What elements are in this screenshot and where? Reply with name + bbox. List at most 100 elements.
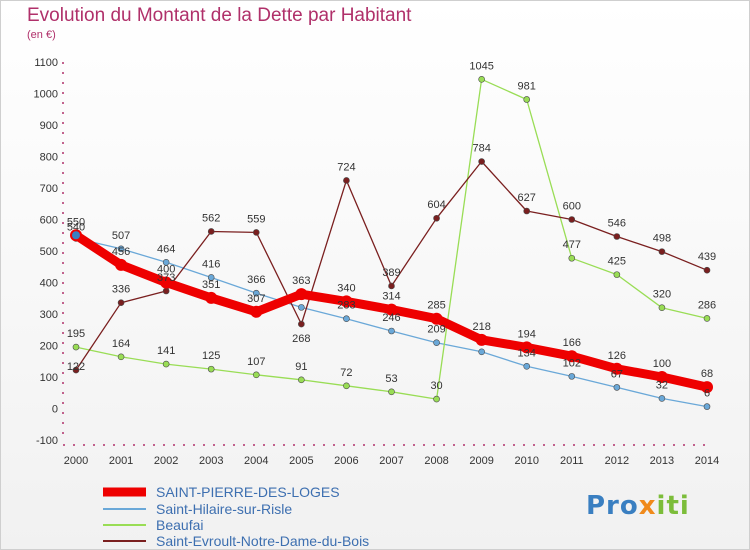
data-label: 477	[563, 239, 581, 251]
data-point	[565, 350, 578, 363]
data-point	[478, 76, 485, 83]
data-point	[568, 373, 576, 380]
data-point	[115, 258, 128, 271]
chart-title: Evolution du Montant de la Dette par Hab…	[27, 5, 412, 26]
data-label: 209	[427, 324, 445, 336]
data-label: 366	[247, 274, 265, 286]
data-point	[433, 339, 440, 346]
data-label: 540	[67, 221, 85, 233]
data-point	[475, 333, 488, 346]
x-tick-label: 2004	[244, 455, 268, 467]
data-point	[298, 376, 305, 384]
data-point	[252, 371, 260, 379]
y-tick-label: 800	[40, 152, 58, 164]
data-point	[613, 271, 621, 278]
series-saint-pierre-des-loges	[70, 229, 713, 394]
data-label: 425	[608, 256, 626, 268]
data-label: 981	[518, 80, 536, 92]
data-point	[658, 395, 666, 402]
y-tick-label: -100	[36, 435, 58, 447]
data-point	[701, 381, 713, 394]
data-label: 67	[611, 368, 623, 380]
y-tick-label: 600	[40, 215, 58, 227]
x-tick-label: 2010	[514, 455, 538, 467]
data-point	[523, 207, 531, 215]
y-tick-label: 300	[40, 309, 58, 321]
data-label: 68	[701, 368, 713, 380]
data-label: 1045	[469, 60, 493, 72]
x-tick-label: 2007	[379, 455, 403, 467]
legend-label: Beaufai	[156, 517, 203, 533]
x-tick-label: 2006	[334, 455, 358, 467]
data-label: 6	[704, 388, 710, 400]
data-label: 320	[653, 289, 671, 301]
data-label: 351	[202, 279, 220, 291]
x-tick-label: 2003	[199, 455, 223, 467]
data-label: 559	[247, 213, 265, 225]
data-point	[478, 348, 485, 356]
data-label: 336	[112, 284, 130, 296]
x-tick-label: 2013	[650, 455, 674, 467]
data-label: 363	[292, 275, 310, 287]
data-label: 464	[157, 243, 175, 255]
data-point	[388, 388, 395, 396]
data-label: 314	[382, 291, 400, 303]
data-point	[117, 245, 125, 253]
data-point	[162, 259, 170, 266]
chart-axes: -100 0 100 200 300 400 500 600 700 800 900 1000 1100…	[34, 57, 720, 467]
data-point	[343, 382, 350, 390]
data-point	[388, 327, 395, 335]
data-point	[523, 362, 531, 370]
data-point	[658, 248, 666, 255]
data-point-highlight	[72, 231, 80, 240]
data-label: 546	[608, 218, 626, 230]
data-label: 285	[427, 300, 445, 312]
y-tick-label: 700	[40, 183, 58, 195]
data-label: 562	[202, 212, 220, 224]
y-tick-label: 1000	[34, 89, 58, 101]
data-label: 125	[202, 350, 220, 362]
data-label: 91	[295, 361, 307, 373]
data-label: 627	[518, 192, 536, 204]
data-label: 389	[382, 267, 400, 279]
x-tick-label: 2012	[605, 455, 629, 467]
data-label: 166	[563, 337, 581, 349]
data-point	[160, 276, 173, 289]
data-label: 195	[67, 328, 85, 340]
data-label: 72	[340, 367, 352, 379]
data-point	[568, 254, 576, 262]
data-point	[252, 289, 260, 297]
data-label: 307	[247, 293, 265, 305]
data-point	[298, 304, 305, 311]
data-point	[703, 315, 711, 322]
data-label: 218	[472, 321, 490, 333]
data-label: 724	[337, 161, 355, 173]
proxiti-logo: Proxiti	[586, 491, 690, 521]
data-point	[703, 266, 711, 274]
data-label: 107	[247, 356, 265, 368]
data-point	[430, 312, 443, 325]
data-label: 600	[563, 201, 581, 213]
data-point	[655, 371, 668, 383]
x-tick-label: 2009	[469, 455, 493, 467]
legend-label: Saint-Hilaire-sur-Risle	[156, 501, 292, 517]
data-point	[72, 343, 80, 351]
y-tick-label: 500	[40, 246, 58, 258]
data-label: 194	[518, 328, 536, 340]
data-label: 340	[337, 282, 355, 294]
data-labels: 195 164 141 125 107 91 72 53 30 1045 981 477 425 320 2…	[67, 60, 716, 392]
data-label: 246	[382, 312, 400, 324]
data-point	[703, 403, 711, 410]
data-label: 268	[292, 333, 310, 345]
x-tick-label: 2005	[289, 455, 313, 467]
x-tick-label: 2008	[424, 455, 448, 467]
data-label: 550	[67, 216, 85, 228]
data-point	[340, 295, 353, 308]
data-labels: 550 456 400 351 307 363 340 314 285 218 194 166 126 1…	[67, 216, 713, 380]
data-point	[205, 291, 218, 304]
chart-legend: SAINT-PIERRE-DES-LOGESSaint-Hilaire-sur-…	[103, 484, 369, 549]
data-label: 456	[112, 246, 130, 258]
data-point	[520, 341, 533, 354]
data-label: 30	[430, 380, 442, 392]
